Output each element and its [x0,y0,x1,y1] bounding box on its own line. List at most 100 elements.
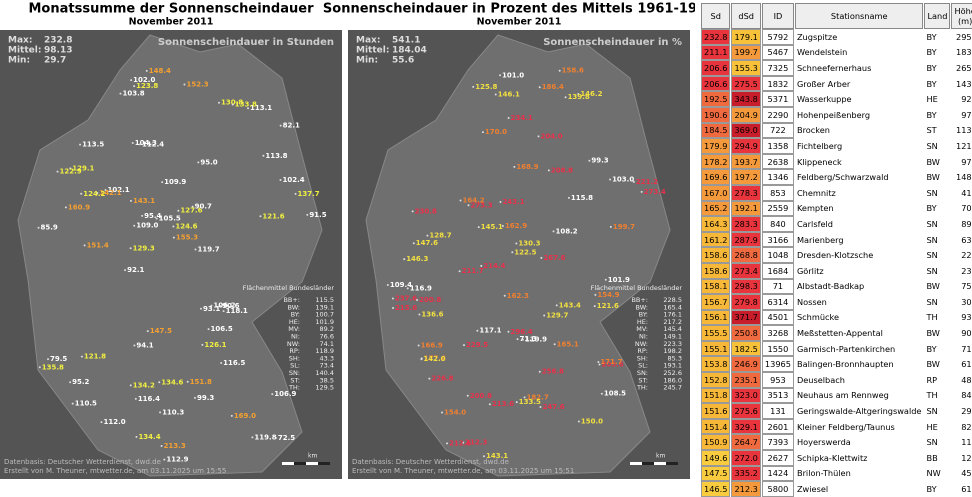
scale-unit: km [656,453,665,460]
table-cell: 369.0 [731,122,761,139]
table-cell: BW [926,328,940,339]
table-cell: RP [926,374,938,385]
station-value: 211.7 [462,267,484,275]
state-code: RP: [289,347,300,355]
station-value: 108.5 [604,390,626,398]
station-dot [129,384,132,387]
scale-bar [630,462,642,465]
station-dot [220,361,223,364]
table-cell: 3513 [761,387,794,404]
station-dot [155,217,158,220]
station-value: 152.3 [186,81,208,89]
column-header: Land [924,3,951,29]
table-cell: 457 [961,468,972,479]
station-dot [210,304,213,307]
table-cell: Schneefernerhaus [796,62,872,73]
station-dot [172,236,175,239]
station-value: 212.6 [449,439,471,447]
table-cell: 204.9 [731,106,761,123]
table-cell: 2290 [761,106,794,123]
state-code: HE: [289,318,300,326]
state-code: MV: [288,325,300,333]
table-cell: 275.6 [731,403,761,419]
station-value: 154.9 [597,291,619,299]
state-value: 252.6 [663,369,682,377]
table-cell: 615 [961,484,972,495]
station-dot [219,305,222,308]
column-header: Höhe (m) [951,3,972,29]
station-dot [201,343,204,346]
table-cell: BY [926,343,937,354]
station-value: 143.1 [486,452,508,460]
state-code: BW: [636,303,648,311]
table-cell: Garmisch-Partenkirchen [796,343,896,354]
station-dot [555,304,558,307]
station-dot [507,330,510,333]
table-cell: SN [926,437,938,448]
table-cell: 164.3 [701,216,731,232]
table-cell: 156.7 [701,294,731,310]
table-cell: 7393 [761,434,794,451]
station-value: 148.4 [149,67,171,75]
station-value: 226.8 [431,375,453,383]
station-dot [515,242,518,245]
table-cell: 283.3 [731,216,761,232]
station-dot [428,377,431,380]
station-value: 136.6 [421,310,443,318]
station-value: 108.2 [556,227,578,235]
station-value: 150.0 [581,418,603,426]
station-value: 243.1 [502,198,524,206]
table-cell: 192.1 [731,200,761,217]
station-dot [274,436,277,439]
station-dot [163,458,166,461]
stat-value: 55.6 [392,56,414,66]
map-panel: Sonnenscheindauer in Prozent des Mittels… [323,2,695,479]
table-cell: 155.5 [701,325,731,341]
station-dot [609,225,612,228]
table-cell: Schipka-Klettwitz [796,452,868,463]
station-dot [420,358,423,361]
station-value: 106.2 [213,302,235,310]
table-cell: Schmücke [796,312,839,323]
stat-value: 541.1 [392,36,420,46]
table-cell: SN [926,296,938,307]
map-panel: Monatssumme der SonnenscheindauerNovembe… [0,2,342,479]
station-value: 146.3 [406,255,428,263]
source-note: Erstellt von M. Theuner, mtwetter.de, am… [352,467,574,475]
table-cell: SN [926,218,938,229]
station-dot [516,338,519,341]
table-cell: 920 [961,94,972,105]
table-cell: 1048 [761,247,794,263]
station-value: 273.3 [470,201,492,209]
station-dot [640,190,643,193]
header-row: SddSdIDStationsnameLandHöhe (m) [701,3,972,29]
station-dot [467,204,470,207]
germany-outline [365,34,671,477]
state-code: BY: [291,311,300,319]
table-cell: 1358 [761,138,794,154]
station-dot [119,92,122,95]
station-dot [135,435,138,438]
table-cell: 2559 [761,200,794,217]
state-code: SN: [289,369,300,377]
table-cell: Brocken [796,125,830,136]
station-dot [386,283,389,286]
station-value: 234.1 [511,114,533,122]
station-dot [306,213,309,216]
station-value: 113.5 [82,141,104,149]
station-value: 116.5 [223,359,245,367]
station-dot [294,192,297,195]
table-cell: 938 [961,312,972,323]
table-cell: 165.2 [701,200,731,217]
station-value: 115.8 [571,194,593,202]
scale-bar [282,462,294,465]
station-value: 230.8 [415,207,437,215]
table-cell: Wasserkuppe [796,94,852,105]
station-value: 119.8 [254,433,276,441]
state-value: 139.1 [315,303,334,311]
